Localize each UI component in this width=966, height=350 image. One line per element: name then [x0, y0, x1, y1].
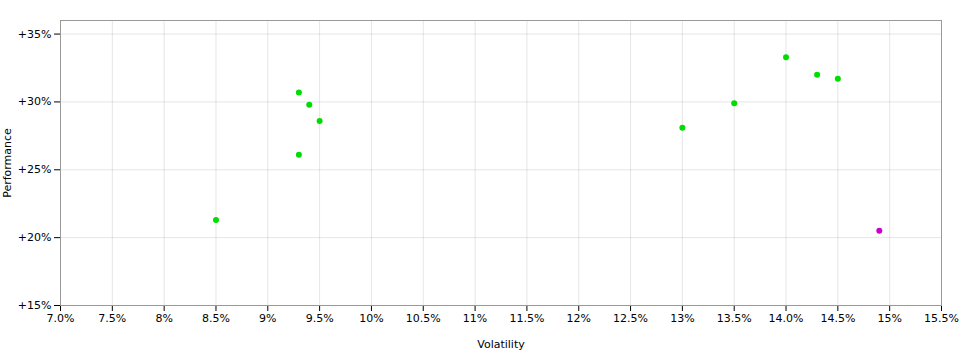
svg-text:10%: 10% — [359, 312, 383, 325]
svg-text:13.5%: 13.5% — [717, 312, 752, 325]
svg-text:8.5%: 8.5% — [202, 312, 230, 325]
svg-text:11.5%: 11.5% — [509, 312, 544, 325]
svg-text:15%: 15% — [877, 312, 901, 325]
svg-text:Volatility: Volatility — [477, 338, 525, 350]
svg-text:14.0%: 14.0% — [769, 312, 804, 325]
svg-text:9%: 9% — [259, 312, 276, 325]
svg-text:+30%: +30% — [18, 95, 52, 108]
svg-text:+20%: +20% — [18, 231, 52, 244]
svg-text:14.5%: 14.5% — [820, 312, 855, 325]
svg-text:7.5%: 7.5% — [98, 312, 126, 325]
svg-text:+15%: +15% — [18, 299, 52, 312]
svg-text:13%: 13% — [670, 312, 694, 325]
svg-text:Performance: Performance — [1, 128, 14, 198]
svg-text:15.5%: 15.5% — [924, 312, 959, 325]
svg-text:8%: 8% — [155, 312, 172, 325]
svg-text:11%: 11% — [463, 312, 487, 325]
svg-text:9.5%: 9.5% — [306, 312, 334, 325]
svg-text:+25%: +25% — [18, 163, 52, 176]
svg-text:10.5%: 10.5% — [406, 312, 441, 325]
svg-text:12.5%: 12.5% — [613, 312, 648, 325]
svg-text:7.0%: 7.0% — [47, 312, 75, 325]
svg-text:+35%: +35% — [18, 28, 52, 41]
svg-text:12%: 12% — [567, 312, 591, 325]
